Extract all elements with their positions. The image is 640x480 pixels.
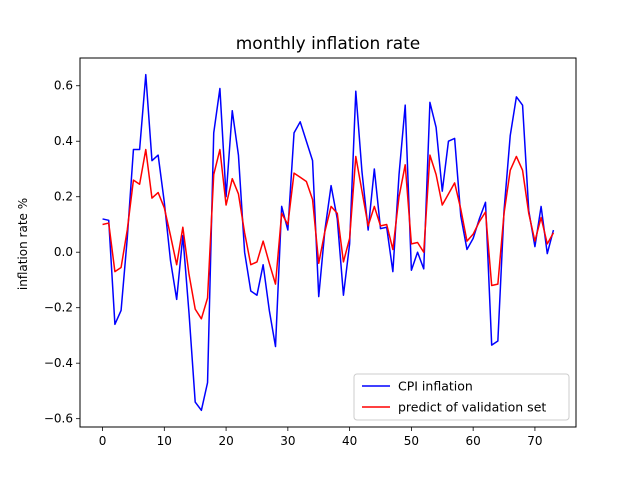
plot-frame: [79, 57, 577, 428]
chart-title: monthly inflation rate: [236, 34, 421, 54]
legend: CPI inflation predict of validation set: [353, 373, 570, 421]
x-tick-label: 30: [280, 434, 295, 448]
x-tick-label: 70: [527, 434, 542, 448]
series-line-cpi-inflation: [102, 73, 555, 412]
series-line-predict-validation: [102, 148, 555, 320]
y-axis-ticks: −0.6 −0.4 −0.2 0.0 0.2 0.4 0.6: [44, 79, 80, 426]
y-axis-label: inflation rate %: [16, 198, 30, 290]
x-tick-label: 0: [99, 434, 107, 448]
plot-series: [102, 73, 555, 412]
y-tick-label: 0.4: [54, 134, 73, 148]
x-axis-ticks: 0 10 20 30 40 50 60 70: [99, 427, 543, 448]
x-tick-label: 20: [218, 434, 233, 448]
y-tick-label: 0.6: [54, 79, 73, 93]
y-tick-label: 0.0: [54, 245, 73, 259]
legend-box: [353, 373, 570, 421]
x-tick-label: 60: [466, 434, 481, 448]
legend-label: CPI inflation: [398, 379, 473, 394]
legend-label: predict of validation set: [398, 400, 546, 415]
x-tick-label: 40: [342, 434, 357, 448]
y-tick-label: −0.6: [44, 412, 73, 426]
y-tick-label: 0.2: [54, 190, 73, 204]
y-tick-label: −0.2: [44, 301, 73, 315]
x-tick-label: 50: [404, 434, 419, 448]
y-tick-label: −0.4: [44, 356, 73, 370]
x-tick-label: 10: [157, 434, 172, 448]
